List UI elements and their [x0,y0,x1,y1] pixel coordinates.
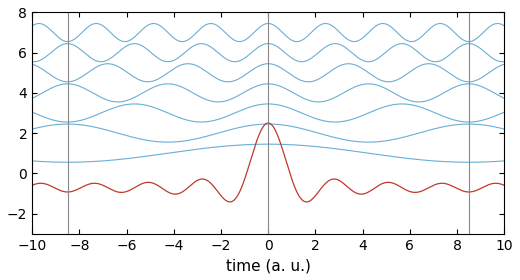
X-axis label: time (a. u.): time (a. u.) [226,258,310,273]
